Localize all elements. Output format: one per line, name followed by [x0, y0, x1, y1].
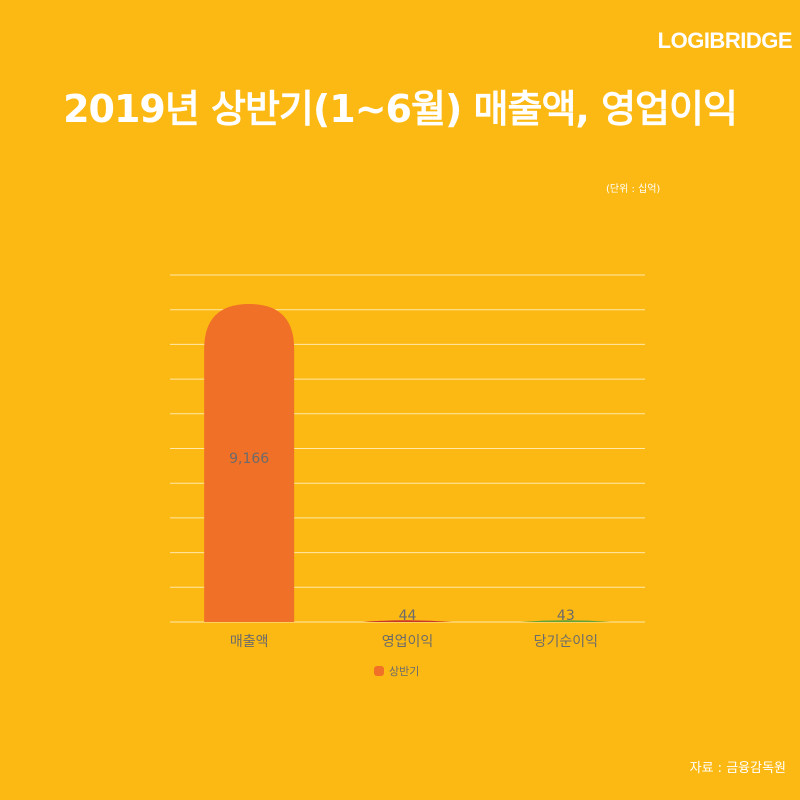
bars: [204, 303, 611, 622]
data-labels: 9,166 44 43: [229, 451, 575, 624]
data-label: 44: [399, 608, 417, 624]
page-title: 2019년 상반기(1~6월) 매출액, 영업이익: [63, 87, 738, 131]
data-label: 9,166: [229, 451, 269, 467]
category-label: 당기순이익: [534, 634, 598, 650]
source-note: 자료 : 금융감독원: [689, 761, 786, 776]
legend: 상반기: [374, 665, 419, 678]
data-label: 43: [557, 608, 575, 624]
brand-logo: LOGIBRIDGE: [657, 28, 793, 53]
legend-swatch: [374, 666, 384, 676]
unit-note: (단위 : 십억): [606, 184, 661, 195]
category-label: 매출액: [230, 634, 269, 650]
bar-3: [520, 620, 611, 622]
bar-1: [204, 303, 295, 622]
category-label: 영업이익: [382, 634, 434, 650]
bar-2: [362, 620, 453, 622]
legend-label: 상반기: [389, 665, 419, 678]
category-labels: 매출액 영업이익 당기순이익: [230, 634, 598, 650]
